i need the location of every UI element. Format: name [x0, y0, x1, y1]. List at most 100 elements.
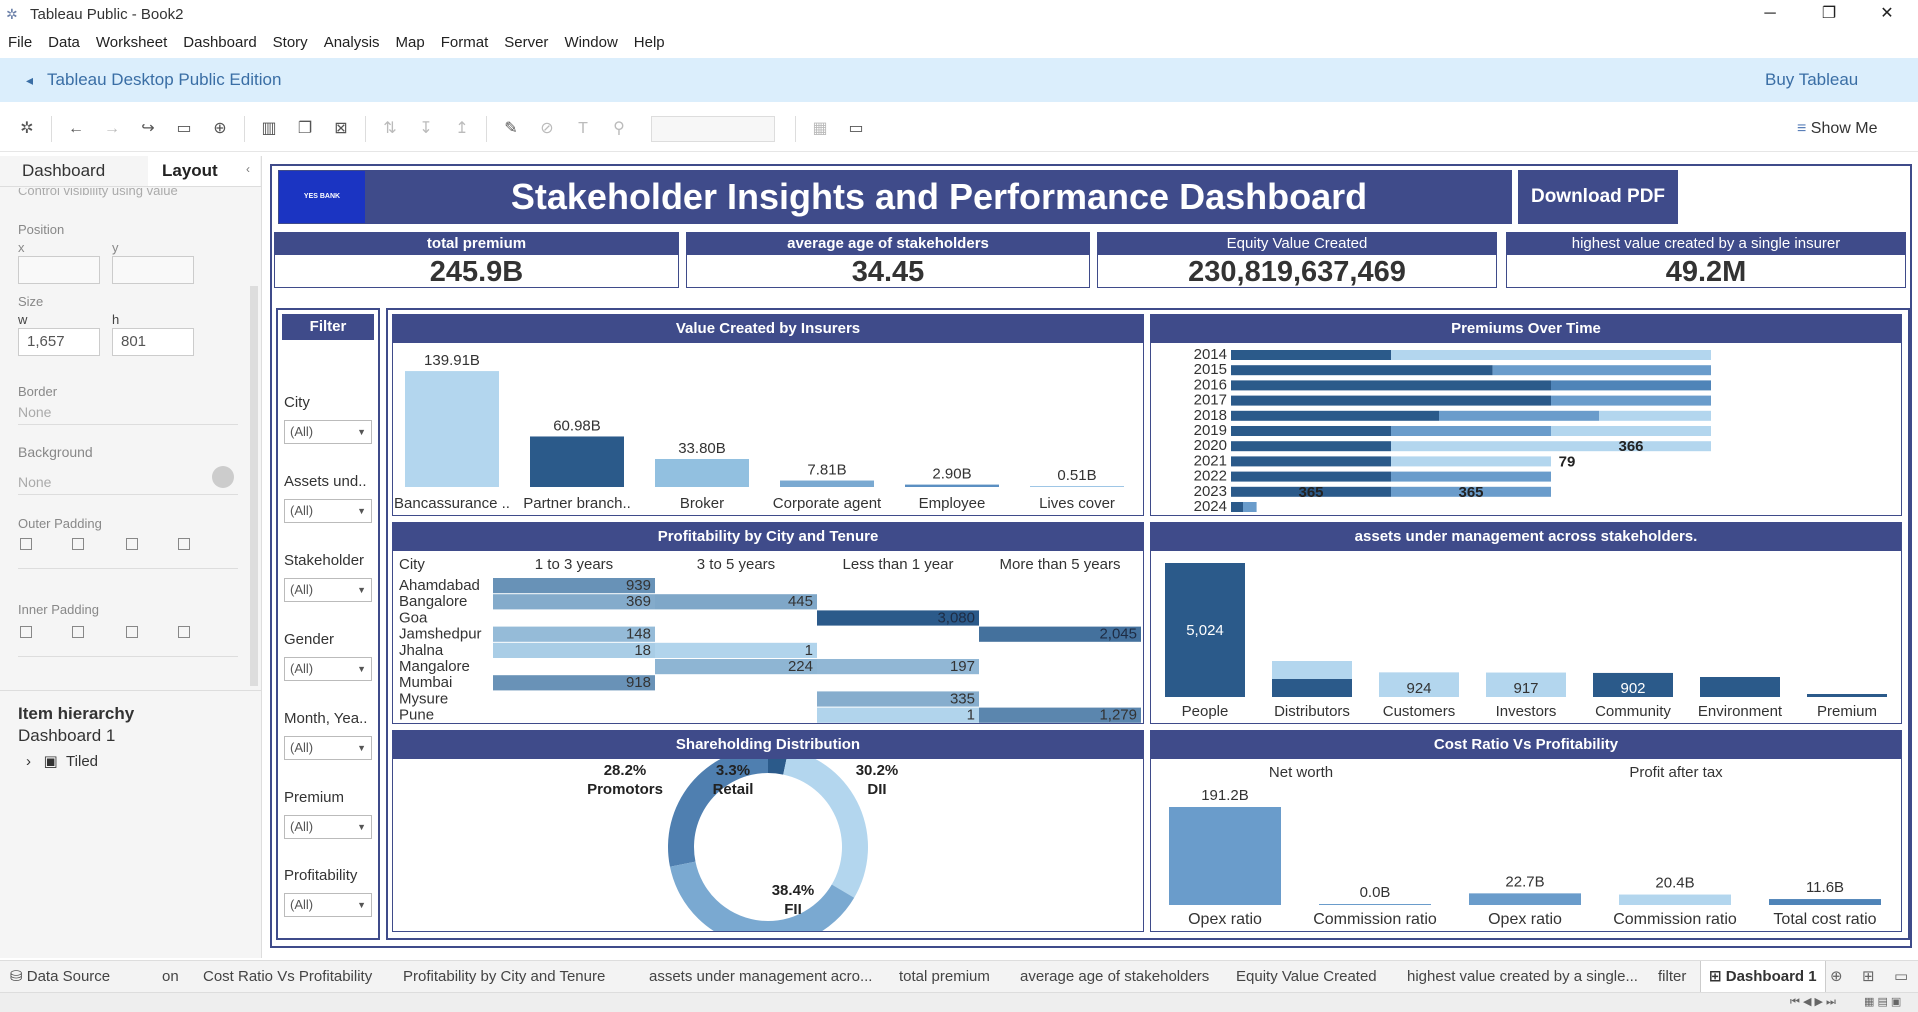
- close-button[interactable]: ✕: [1880, 5, 1894, 22]
- tab-cost-ratio[interactable]: Cost Ratio Vs Profitability: [203, 968, 373, 985]
- tableau-home-icon[interactable]: ✲: [20, 119, 34, 137]
- new-worksheet-icon[interactable]: ⊕: [1830, 968, 1843, 985]
- save-icon[interactable]: ▭: [176, 119, 192, 137]
- heat-cell: [655, 594, 817, 610]
- label-icon[interactable]: T: [578, 119, 588, 137]
- download-pdf-button[interactable]: Download PDF: [1518, 170, 1678, 224]
- filter-stakeholder-dropdown[interactable]: (All) ▼: [284, 578, 372, 602]
- filter-city-dropdown[interactable]: (All) ▼: [284, 420, 372, 444]
- undo-icon[interactable]: ←: [68, 119, 84, 137]
- fit-dropdown[interactable]: [651, 115, 775, 142]
- view-mode-icon[interactable]: ▦ ▤ ▣: [1864, 996, 1902, 1008]
- hierarchy-dashboard-item[interactable]: Dashboard 1: [18, 726, 116, 745]
- kpi-total-premium: total premium 245.9B: [274, 232, 679, 288]
- menu-format[interactable]: Format: [440, 33, 489, 51]
- y-tick-label: 2021: [1194, 452, 1227, 469]
- menu-map[interactable]: Map: [395, 33, 425, 51]
- filter-premium-dropdown[interactable]: (All) ▼: [284, 815, 372, 839]
- maximize-button[interactable]: ❐: [1821, 5, 1837, 22]
- filter-profitability-label: Profitability: [284, 867, 358, 884]
- border-select[interactable]: None: [18, 404, 52, 420]
- show-me-button[interactable]: ≡ Show Me: [1797, 120, 1877, 138]
- presentation-icon[interactable]: ▭: [848, 119, 864, 137]
- tab-sheet-partial[interactable]: on: [162, 968, 179, 985]
- inner-padding-left-icon[interactable]: [20, 626, 32, 638]
- show-cards-icon[interactable]: ▦: [812, 119, 828, 137]
- tab-dashboard[interactable]: Dashboard: [22, 161, 106, 180]
- buy-tableau-link[interactable]: Buy Tableau: [1765, 70, 1859, 89]
- menu-window[interactable]: Window: [564, 33, 618, 51]
- new-datasource-icon[interactable]: ⊕: [213, 119, 227, 137]
- sheet-navigation-icon[interactable]: ⏮ ◀ ▶ ⏭: [1790, 996, 1836, 1008]
- hierarchy-tiled-item[interactable]: › ▣ Tiled: [26, 752, 98, 770]
- filter-profitability-dropdown[interactable]: (All) ▼: [284, 893, 372, 917]
- highlight-icon[interactable]: ✎: [504, 119, 518, 137]
- cell-value: 1: [805, 642, 813, 659]
- height-input[interactable]: 801: [112, 328, 194, 356]
- menu-dashboard[interactable]: Dashboard: [183, 33, 257, 51]
- outer-padding-top-icon[interactable]: [72, 538, 84, 550]
- inner-padding-top-icon[interactable]: [72, 626, 84, 638]
- kpi-value: 34.45: [851, 256, 925, 288]
- new-sheet-icon[interactable]: ▥: [261, 119, 277, 137]
- new-story-icon[interactable]: ▭: [1894, 968, 1909, 985]
- tab-data-source[interactable]: ⛁ Data Source: [10, 961, 110, 993]
- bar-segment: [1231, 395, 1551, 406]
- bar: [1319, 904, 1431, 905]
- bar: [1379, 672, 1459, 697]
- menu-data[interactable]: Data: [48, 33, 80, 51]
- tab-layout[interactable]: Layout: [148, 156, 260, 186]
- position-x-input[interactable]: [18, 256, 100, 284]
- tab-highest-value[interactable]: highest value created by a single...: [1407, 968, 1638, 985]
- bar: [530, 436, 624, 487]
- pin-icon[interactable]: ⚲: [613, 119, 625, 137]
- outer-padding-bottom-icon[interactable]: [178, 538, 190, 550]
- cell-value: 1: [967, 707, 975, 723]
- width-input[interactable]: 1,657: [18, 328, 100, 356]
- bar-segment: [1231, 456, 1391, 467]
- redo-icon[interactable]: →: [104, 119, 120, 137]
- replay-icon[interactable]: ↪: [141, 119, 155, 137]
- menu-file[interactable]: File: [8, 33, 33, 51]
- inner-padding-right-icon[interactable]: [126, 626, 138, 638]
- expand-icon[interactable]: ›: [26, 753, 31, 770]
- tab-equity-value[interactable]: Equity Value Created: [1236, 968, 1377, 985]
- tab-average-age[interactable]: average age of stakeholders: [1020, 968, 1210, 985]
- menu-worksheet[interactable]: Worksheet: [95, 33, 168, 51]
- new-dashboard-icon[interactable]: ⊞: [1862, 968, 1875, 985]
- inner-padding-bottom-icon[interactable]: [178, 626, 190, 638]
- filter-month-dropdown[interactable]: (All) ▼: [284, 736, 372, 760]
- background-color-swatch[interactable]: [212, 466, 234, 488]
- tab-filter[interactable]: filter: [1658, 968, 1687, 985]
- duplicate-sheet-icon[interactable]: ❐: [297, 119, 313, 137]
- filter-assets-dropdown[interactable]: (All) ▼: [284, 499, 372, 523]
- sort-desc-icon[interactable]: ↥: [455, 119, 469, 137]
- collapse-panel-icon[interactable]: ‹: [246, 162, 250, 176]
- position-y-input[interactable]: [112, 256, 194, 284]
- dashboard-canvas: YES BANK Stakeholder Insights and Perfor…: [270, 164, 1912, 948]
- shareholding-panel: Shareholding Distribution 28.2% Promotors…: [392, 730, 1144, 932]
- sort-asc-icon[interactable]: ↧: [419, 119, 433, 137]
- tab-aum[interactable]: assets under management acro...: [649, 968, 873, 985]
- filter-title: Filter: [282, 314, 374, 340]
- minimize-button[interactable]: ─: [1764, 5, 1776, 22]
- outer-padding-left-icon[interactable]: [20, 538, 32, 550]
- swap-icon[interactable]: ⇅: [383, 119, 397, 137]
- outer-padding-right-icon[interactable]: [126, 538, 138, 550]
- heat-cell: [493, 642, 655, 658]
- position-label: Position: [18, 222, 65, 237]
- tab-profitability[interactable]: Profitability by City and Tenure: [403, 968, 606, 985]
- filter-gender-dropdown[interactable]: (All) ▼: [284, 657, 372, 681]
- background-select[interactable]: None: [18, 474, 52, 490]
- menu-analysis[interactable]: Analysis: [323, 33, 380, 51]
- panel-scrollbar[interactable]: [250, 286, 258, 686]
- x-tick-label: Investors: [1496, 703, 1557, 720]
- group-icon[interactable]: ⊘: [540, 119, 554, 137]
- menu-server[interactable]: Server: [504, 33, 549, 51]
- menu-story[interactable]: Story: [272, 33, 308, 51]
- control-visibility-checkbox[interactable]: Control visibility using value: [18, 188, 178, 198]
- tab-dashboard-1[interactable]: ⊞ Dashboard 1: [1700, 961, 1826, 993]
- menu-help[interactable]: Help: [633, 33, 665, 51]
- clear-sheet-icon[interactable]: ⊠: [334, 119, 348, 137]
- tab-total-premium[interactable]: total premium: [899, 968, 990, 985]
